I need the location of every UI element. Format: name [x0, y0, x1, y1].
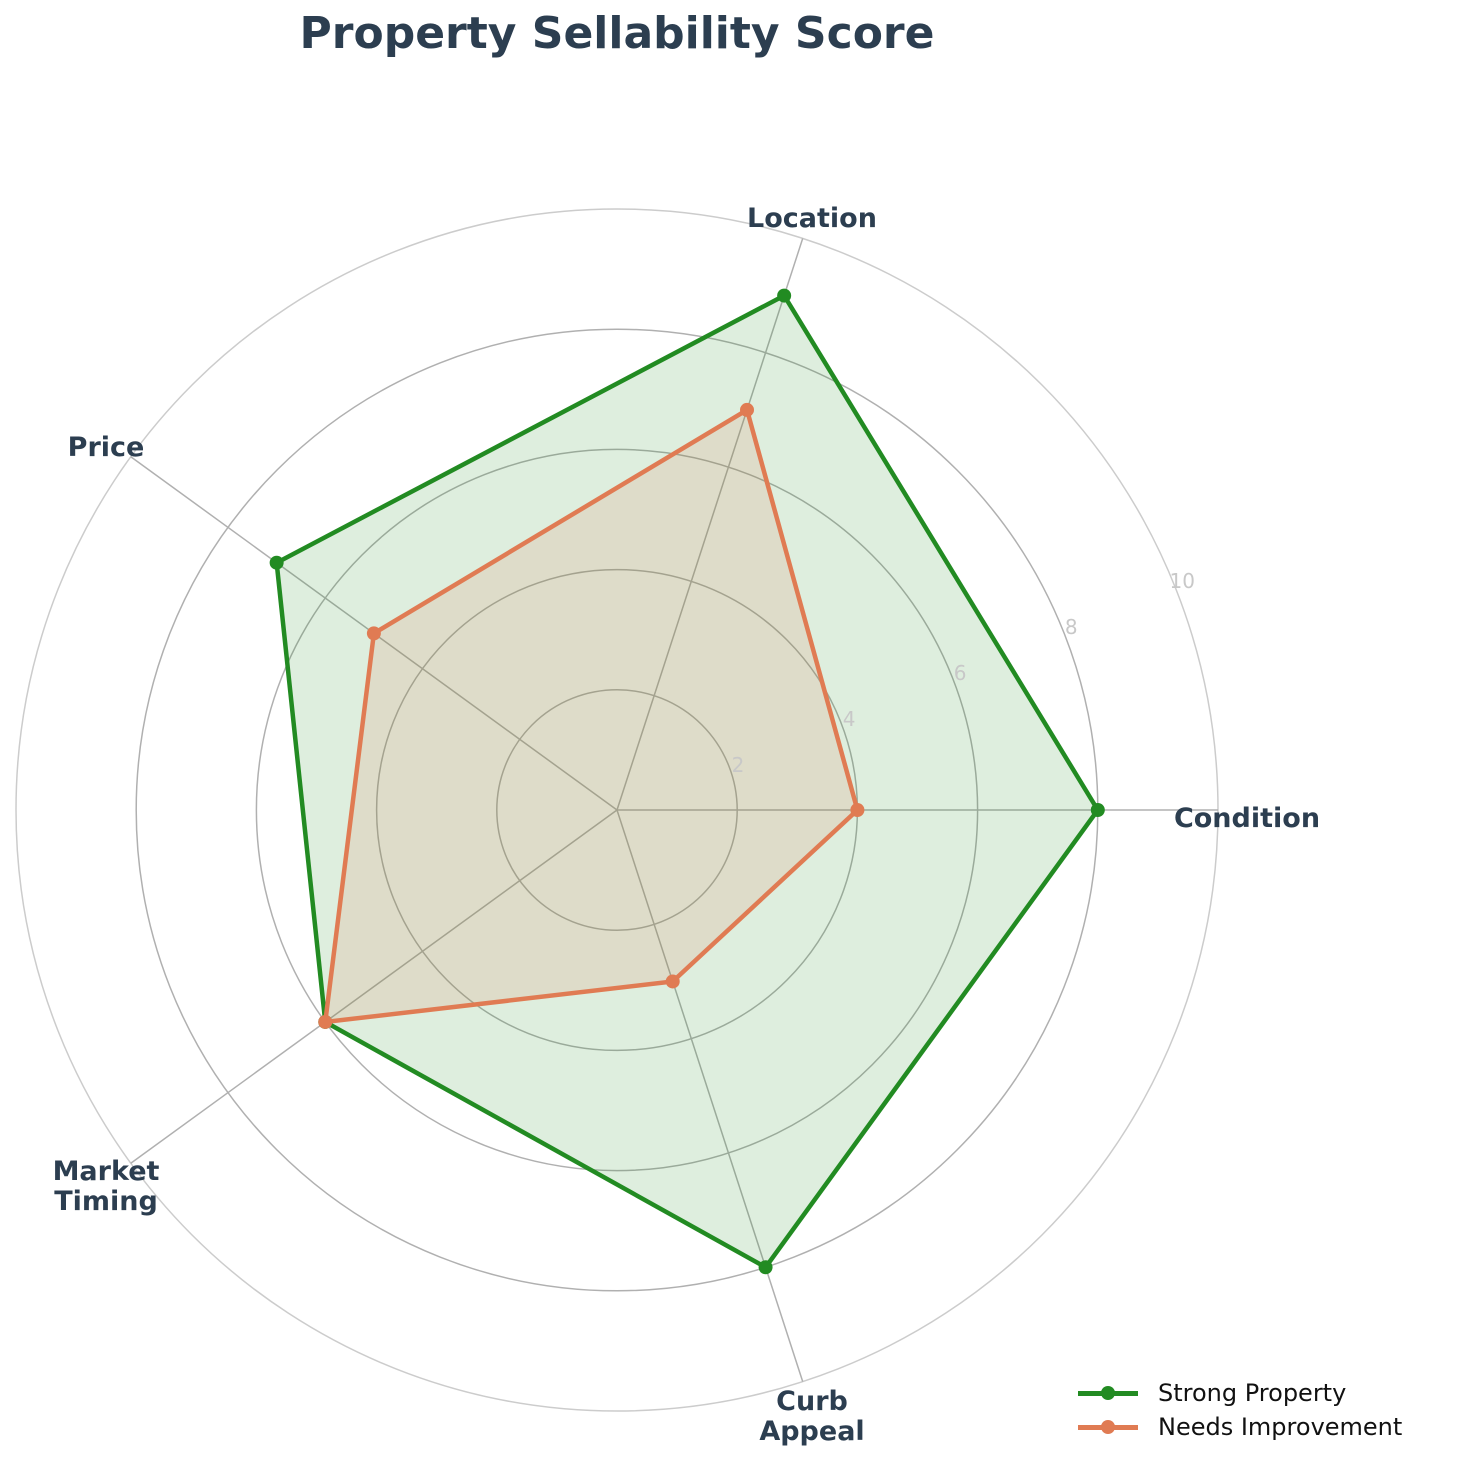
- legend-item-strong-property: Strong Property: [1078, 1376, 1402, 1410]
- legend-swatch-icon: [1078, 1383, 1138, 1403]
- series-line: [274, 292, 1101, 1271]
- series-line: [322, 406, 860, 1025]
- radial-tick-label: 4: [843, 707, 856, 731]
- grid-spoke: [130, 809, 618, 1164]
- data-point: [758, 1260, 773, 1275]
- data-point: [850, 803, 865, 817]
- legend-label: Strong Property: [1158, 1379, 1347, 1407]
- chart-title: Property Sellability Score: [299, 8, 935, 59]
- legend-item-needs-improvement: Needs Improvement: [1078, 1410, 1402, 1444]
- radial-tick-label: 2: [732, 753, 745, 777]
- grid-spoke: [616, 809, 804, 1382]
- series-fill: [325, 409, 858, 1022]
- radial-tick-label: 8: [1065, 615, 1078, 639]
- grid-spoke: [616, 238, 804, 811]
- legend: Strong Property Needs Improvement: [1078, 1376, 1402, 1444]
- data-point: [1090, 803, 1105, 817]
- axis-label-price: Price: [68, 432, 145, 463]
- series-fill: [276, 295, 1098, 1268]
- axis-label-curb-appeal: Appeal: [759, 1416, 864, 1447]
- data-point: [777, 288, 792, 303]
- radial-tick-label: 6: [954, 661, 967, 685]
- axis-label-market-timing: Timing: [54, 1186, 158, 1217]
- legend-swatch-icon: [1078, 1417, 1138, 1437]
- data-point: [740, 402, 755, 417]
- data-point: [366, 626, 381, 641]
- legend-label: Needs Improvement: [1158, 1413, 1403, 1441]
- axis-label-location: Location: [747, 203, 877, 234]
- data-point: [269, 555, 284, 570]
- data-point: [665, 974, 680, 989]
- radial-tick-label: 10: [1170, 569, 1195, 593]
- axis-label-curb-appeal: Curb: [776, 1386, 848, 1417]
- data-point: [318, 1014, 333, 1029]
- axis-label-condition: Condition: [1174, 803, 1320, 834]
- axis-label-market-timing: Market: [53, 1156, 160, 1187]
